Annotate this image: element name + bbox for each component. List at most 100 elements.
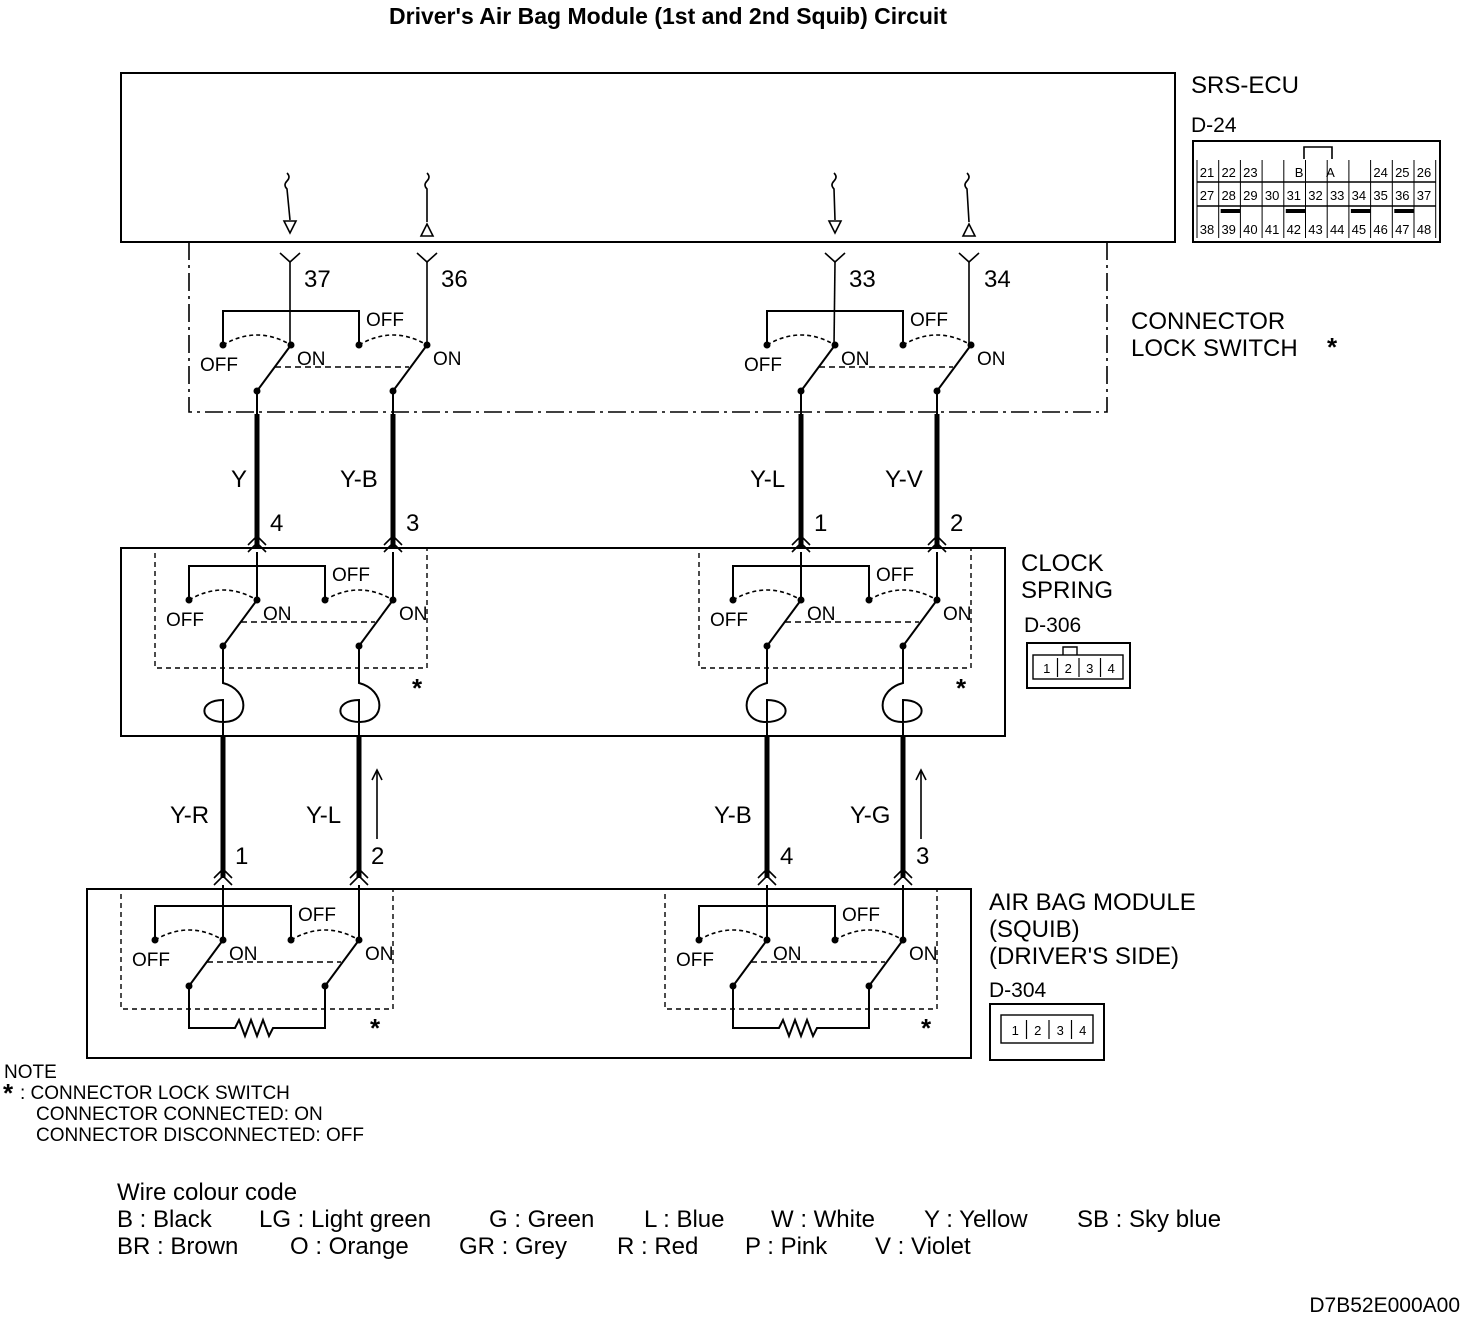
wire-colour-y-b-upper: Y-B [340, 466, 378, 493]
ecu-terminal-37: 37 [304, 266, 331, 293]
figure-code: D7B52E000A00 [1309, 1294, 1460, 1317]
squib-resistor-2nd [732, 985, 870, 1037]
ecu-pin-26: 26 [1417, 165, 1431, 180]
connector-lock-switch-region [188, 242, 1108, 413]
clock-spring-through-lines [256, 552, 938, 601]
switch-off-label: OFF [298, 905, 336, 926]
air-bag-pin-2: 2 [1034, 1023, 1041, 1038]
air-bag-pin-1: 1 [1012, 1023, 1019, 1038]
srs-ecu-box [120, 72, 1176, 243]
clock-spring-connector-id: D-306 [1024, 614, 1081, 637]
air-bag-pin-3: 3 [1057, 1023, 1064, 1038]
clock-spring-label-1: CLOCK [1021, 550, 1104, 577]
clock-spring-terminal-3: 3 [406, 510, 419, 537]
switch-on-label: ON [297, 349, 326, 370]
ecu-terminals [279, 252, 980, 347]
legend-item: BR : Brown [117, 1233, 238, 1260]
legend-item: G : Green [489, 1206, 594, 1233]
clock-spring-switch-region-right [698, 547, 972, 669]
ecu-pin-47: 47 [1395, 222, 1409, 237]
ecu-internal-circuits [282, 172, 977, 237]
air-bag-module-connector-id: D-304 [989, 979, 1047, 1002]
note-star: * [3, 1078, 14, 1108]
switch-on-label: ON [841, 349, 870, 370]
clock-spring-pin-2: 2 [1065, 661, 1072, 676]
switch-state-labels: OFF ON OFF ON OFF ON OFF ON OFF ON OFF ON OFF ON OFF ON… [132, 310, 1006, 971]
switch-off-label: OFF [710, 610, 748, 631]
ecu-pin-A: A [1326, 165, 1335, 180]
switch-on-label: ON [365, 944, 394, 965]
clock-spring-switch-region-left [154, 547, 428, 669]
air-bag-module-label-2: (SQUIB) [989, 916, 1080, 943]
note-line-3: CONNECTOR DISCONNECTED: OFF [36, 1125, 364, 1146]
air-bag-module-switch-region-left [120, 888, 394, 1010]
clock-spring-terminal-1: 1 [814, 510, 827, 537]
switch-off-label: OFF [744, 355, 782, 376]
switch-on-label: ON [807, 604, 836, 625]
lower-harness [220, 736, 927, 878]
note-heading: NOTE [4, 1062, 57, 1083]
switch-on-label: ON [977, 349, 1006, 370]
wire-colour-y-b-lower: Y-B [714, 802, 752, 829]
air-bag-module-switch-region-right [664, 888, 938, 1010]
clock-spring-star-left: * [412, 673, 423, 703]
switch-off-label: OFF [132, 950, 170, 971]
air-bag-module-top-terminals [213, 867, 913, 886]
note-line-2: CONNECTOR CONNECTED: ON [36, 1104, 323, 1125]
ecu-pin-34: 34 [1352, 188, 1366, 203]
ecu-pin-32: 32 [1308, 188, 1322, 203]
clock-spring-terminal-2: 2 [950, 510, 963, 537]
ecu-pin-36: 36 [1395, 188, 1409, 203]
connector-lock-switch-label-2: LOCK SWITCH [1131, 335, 1298, 362]
clock-spring-pin-3: 3 [1086, 661, 1093, 676]
legend-item: W : White [771, 1206, 875, 1233]
wire-colour-y: Y [231, 466, 247, 493]
ecu-pin-22: 22 [1221, 165, 1235, 180]
air-bag-module-terminal-3: 3 [916, 843, 929, 870]
switch-off-label: OFF [876, 565, 914, 586]
legend-item: GR : Grey [459, 1233, 567, 1260]
air-bag-module-terminal-1: 1 [235, 843, 248, 870]
srs-ecu-connector-id: D-24 [1191, 114, 1237, 137]
ecu-pin-37: 37 [1417, 188, 1431, 203]
clock-spring-label-2: SPRING [1021, 577, 1113, 604]
switch-off-label: OFF [366, 310, 404, 331]
ecu-pin-42: 42 [1287, 222, 1301, 237]
air-bag-module-star-left: * [370, 1013, 381, 1043]
clock-spring-pin-4: 4 [1108, 661, 1115, 676]
ecu-pin-28: 28 [1221, 188, 1235, 203]
switch-off-label: OFF [910, 310, 948, 331]
switch-on-label: ON [229, 944, 258, 965]
ecu-pin-45: 45 [1352, 222, 1366, 237]
legend-row-1: B : Black LG : Light green G : Green L : Bl… [117, 1206, 1221, 1233]
legend-row-2: BR : Brown O : Orange GR : Grey R : Red P : … [117, 1233, 971, 1260]
ecu-terminal-33: 33 [849, 266, 876, 293]
switch-on-label: ON [263, 604, 292, 625]
squib-resistor-1st [188, 985, 326, 1037]
switch-off-label: OFF [166, 610, 204, 631]
srs-ecu-label: SRS-ECU [1191, 72, 1299, 99]
air-bag-module-star-right: * [921, 1013, 932, 1043]
ecu-terminal-34: 34 [984, 266, 1011, 293]
legend-item: O : Orange [290, 1233, 409, 1260]
legend-item: LG : Light green [259, 1206, 431, 1233]
air-bag-pin-4: 4 [1079, 1023, 1086, 1038]
legend-item: B : Black [117, 1206, 213, 1233]
clock-spring-terminal-4: 4 [270, 510, 283, 537]
clock-spring-star-right: * [956, 673, 967, 703]
legend-item: L : Blue [644, 1206, 725, 1233]
ecu-pin-38: 38 [1200, 222, 1214, 237]
switch-off-label: OFF [332, 565, 370, 586]
wire-colour-y-l-upper: Y-L [750, 466, 785, 493]
air-bag-module-terminal-4: 4 [780, 843, 793, 870]
switch-on-label: ON [433, 349, 462, 370]
legend-item: P : Pink [745, 1233, 828, 1260]
ecu-pin-B: B [1295, 165, 1304, 180]
legend-item: SB : Sky blue [1077, 1206, 1221, 1233]
ecu-pin-43: 43 [1308, 222, 1322, 237]
switch-on-label: ON [909, 944, 938, 965]
clock-spring-coils [203, 646, 923, 736]
note-line-1: : CONNECTOR LOCK SWITCH [20, 1083, 290, 1104]
